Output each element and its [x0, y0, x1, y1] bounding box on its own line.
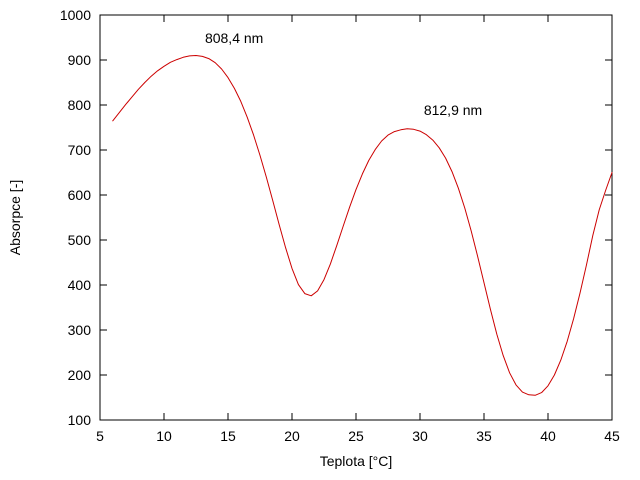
x-tick-label: 30: [412, 428, 428, 444]
y-tick-label: 200: [68, 367, 92, 383]
y-tick-label: 400: [68, 277, 92, 293]
peak-wavelength-label: 812,9 nm: [424, 102, 482, 118]
x-tick-label: 20: [284, 428, 300, 444]
y-tick-label: 700: [68, 142, 92, 158]
y-axis-title: Absorpce [-]: [7, 180, 23, 255]
y-tick-label: 500: [68, 232, 92, 248]
x-tick-label: 40: [540, 428, 556, 444]
absorbance-curve: [112, 55, 613, 396]
y-tick-label: 900: [68, 52, 92, 68]
x-tick-label: 10: [156, 428, 172, 444]
y-tick-label: 600: [68, 187, 92, 203]
x-axis-title: Teplota [°C]: [320, 453, 393, 469]
peak-wavelength-label: 808,4 nm: [205, 30, 263, 46]
y-tick-label: 100: [68, 412, 92, 428]
y-tick-label: 800: [68, 97, 92, 113]
plot-border: [99, 14, 613, 421]
x-tick-label: 45: [604, 428, 620, 444]
y-tick-label: 300: [68, 322, 92, 338]
x-tick-label: 15: [220, 428, 236, 444]
x-tick-label: 5: [96, 428, 104, 444]
x-tick-label: 35: [476, 428, 492, 444]
x-tick-label: 25: [348, 428, 364, 444]
y-tick-label: 1000: [60, 7, 91, 23]
